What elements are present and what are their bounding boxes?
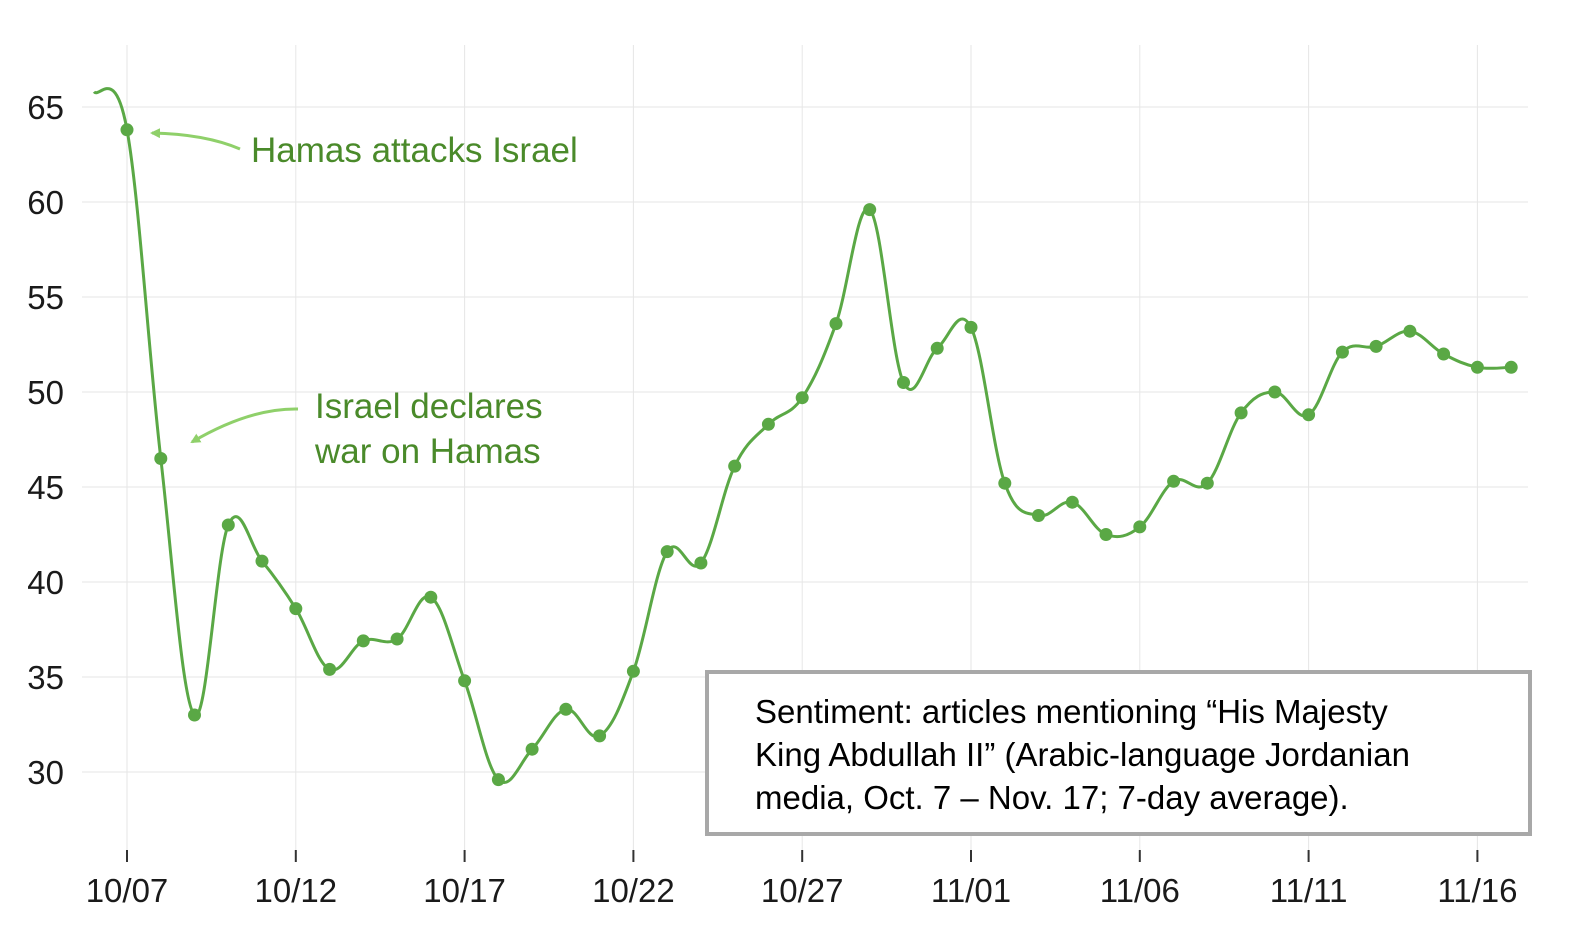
data-point-11-03 [1032, 509, 1045, 522]
data-point-11-12 [1335, 345, 1349, 359]
data-point-10-15 [390, 632, 404, 646]
y-tick-label: 50 [27, 374, 64, 411]
data-point-10-14 [356, 634, 370, 648]
data-point-10-12 [289, 602, 303, 616]
data-point-10-28 [829, 317, 843, 331]
data-point-10-25 [728, 459, 742, 473]
y-axis: 30 35 40 45 50 55 60 65 [27, 89, 64, 791]
x-tick-label: 11/01 [931, 872, 1011, 909]
data-point-10-08 [154, 452, 168, 465]
data-point-11-16 [1470, 360, 1484, 374]
legend-text-line1: Sentiment: articles mentioning “His Maje… [755, 693, 1388, 730]
data-point-10-29 [863, 203, 877, 217]
annotation-war-line2: war on Hamas [314, 432, 541, 471]
data-point-11-11 [1302, 408, 1316, 422]
y-tick-label: 60 [27, 184, 64, 221]
y-tick-label: 30 [27, 754, 64, 791]
data-point-10-30 [897, 376, 910, 389]
data-point-11-05 [1099, 528, 1113, 541]
data-point-10-20 [559, 702, 573, 716]
y-tick-label: 35 [27, 659, 64, 696]
annotation-war-line1: Israel declares [315, 387, 543, 426]
x-tick-label: 11/11 [1270, 872, 1348, 909]
data-point-10-11 [255, 554, 269, 568]
x-tick-label: 10/27 [761, 872, 844, 909]
data-point-11-07 [1167, 474, 1181, 488]
data-point-10-23 [660, 545, 674, 559]
x-tick-label: 11/16 [1437, 872, 1517, 909]
data-point-11-01 [964, 320, 978, 334]
annotation-arrow-hamas [150, 128, 241, 151]
x-tick-label: 10/07 [86, 872, 169, 909]
data-point-10-21 [593, 729, 607, 743]
x-tick-label: 11/06 [1100, 872, 1180, 909]
data-point-11-15 [1437, 347, 1451, 361]
data-point-10-24 [694, 556, 708, 570]
y-tick-label: 40 [27, 564, 64, 601]
annotations: Hamas attacks Israel Israel declares war… [150, 128, 578, 471]
annotation-arrow-war [190, 407, 299, 444]
x-tick-label: 10/12 [255, 872, 338, 909]
data-point-11-17 [1504, 360, 1518, 374]
data-point-11-04 [1065, 495, 1079, 509]
legend-box: Sentiment: articles mentioning “His Maje… [705, 670, 1532, 836]
data-point-10-31 [930, 341, 944, 355]
data-point-11-13 [1369, 339, 1383, 353]
x-tick-label: 10/17 [423, 872, 506, 909]
data-point-10-16 [424, 590, 438, 604]
data-point-11-14 [1403, 324, 1417, 338]
data-point-10-13 [323, 662, 337, 676]
data-point-10-19 [525, 742, 539, 756]
data-point-11-10 [1268, 385, 1282, 399]
data-point-11-06 [1133, 520, 1147, 534]
data-point-10-10 [221, 518, 235, 532]
data-point-10-09 [188, 708, 201, 722]
data-point-10-22 [626, 664, 640, 678]
x-tick-label: 10/22 [592, 872, 675, 909]
y-tick-label: 65 [27, 89, 64, 126]
data-point-10-17 [458, 674, 472, 688]
points-layer [120, 123, 1518, 787]
annotation-hamas-attacks: Hamas attacks Israel [251, 131, 578, 170]
x-axis: 10/07 10/12 10/17 10/22 10/27 11/01 11/06 11/11… [86, 850, 1517, 909]
data-point-11-08 [1200, 476, 1214, 490]
legend-text-line3: media, Oct. 7 – Nov. 17; 7-day average). [755, 779, 1349, 816]
y-tick-label: 55 [27, 279, 64, 316]
data-point-10-07 [120, 123, 134, 137]
legend-text-line2: King Abdullah II” (Arabic-language Jorda… [755, 736, 1410, 773]
y-tick-label: 45 [27, 469, 64, 506]
legend-border [705, 670, 1532, 836]
data-point-10-18 [491, 773, 505, 787]
data-point-10-27 [795, 391, 809, 405]
data-point-11-09 [1234, 406, 1248, 420]
data-point-11-02 [998, 476, 1012, 490]
data-point-10-26 [761, 417, 775, 431]
